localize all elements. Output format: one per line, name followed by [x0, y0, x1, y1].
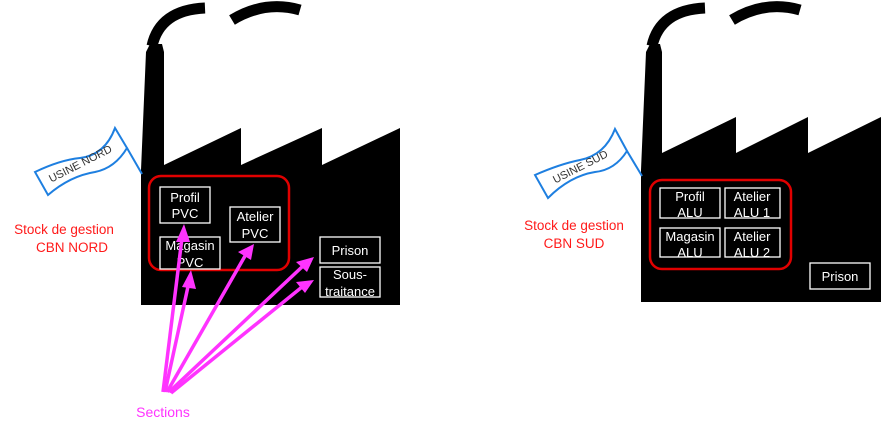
section-atelier-alu-2[interactable]: Atelier ALU 2	[724, 227, 781, 260]
section-prison-south[interactable]: Prison	[809, 262, 871, 290]
arrow-prison	[167, 264, 305, 394]
stock-group-south	[648, 178, 793, 271]
section-label: Atelier	[237, 209, 275, 224]
arrow-head	[296, 257, 314, 272]
arrow-magasin	[163, 281, 191, 393]
section-prison-north[interactable]: Prison	[319, 236, 381, 264]
section-profil-alu[interactable]: Profil ALU	[659, 187, 721, 220]
flag-north: USINE NORD	[33, 125, 143, 197]
factory-south-smoke	[646, 1, 802, 48]
section-arrows	[161, 224, 314, 395]
arrow-head	[296, 280, 314, 293]
section-magasin-alu[interactable]: Magasin ALU	[659, 227, 721, 260]
section-label: PVC	[172, 206, 199, 221]
section-label: Sous-	[333, 267, 367, 282]
flag-south: USINE SUD	[533, 126, 643, 200]
stock-group-north	[147, 174, 291, 272]
sections-label: Sections	[136, 404, 190, 420]
factory-north-smoke	[146, 1, 302, 48]
section-label: Atelier	[734, 189, 772, 204]
section-label: Profil	[675, 189, 705, 204]
arrow-head	[238, 244, 254, 260]
section-label: Prison	[332, 243, 369, 258]
stock-label-south-line1: Stock de gestion	[524, 218, 624, 233]
section-label: ALU 1	[734, 205, 770, 220]
section-profil-pvc[interactable]: Profil PVC	[159, 186, 211, 224]
section-magasin-pvc[interactable]: Magasin PVC	[159, 236, 221, 270]
section-label: Atelier	[734, 229, 772, 244]
factory-north-chimney-top	[146, 44, 164, 52]
section-label: traitance	[325, 284, 375, 299]
section-label: Prison	[822, 269, 859, 284]
section-atelier-pvc[interactable]: Atelier PVC	[229, 206, 281, 243]
section-label: PVC	[242, 226, 269, 241]
section-sous-traitance[interactable]: Sous- traitance	[319, 266, 381, 299]
section-label: Profil	[170, 190, 200, 205]
section-label: ALU	[677, 205, 702, 220]
arrow-atelier	[165, 255, 247, 393]
section-atelier-alu-1[interactable]: Atelier ALU 1	[724, 187, 781, 220]
stock-label-north-line2: CBN NORD	[36, 240, 108, 255]
factory-south-chimney-top	[646, 44, 662, 52]
stock-label-south-line2: CBN SUD	[544, 236, 605, 251]
arrow-profil	[161, 237, 184, 393]
arrow-head	[182, 270, 196, 289]
section-label: Magasin	[165, 238, 214, 253]
arrow-sous-traitance	[169, 285, 304, 395]
stock-label-north-line1: Stock de gestion	[14, 222, 114, 237]
section-label: PVC	[177, 255, 204, 270]
arrow-head	[176, 224, 190, 242]
section-label: Magasin	[665, 229, 714, 244]
section-label: ALU	[677, 245, 702, 260]
section-label: ALU 2	[734, 245, 770, 260]
